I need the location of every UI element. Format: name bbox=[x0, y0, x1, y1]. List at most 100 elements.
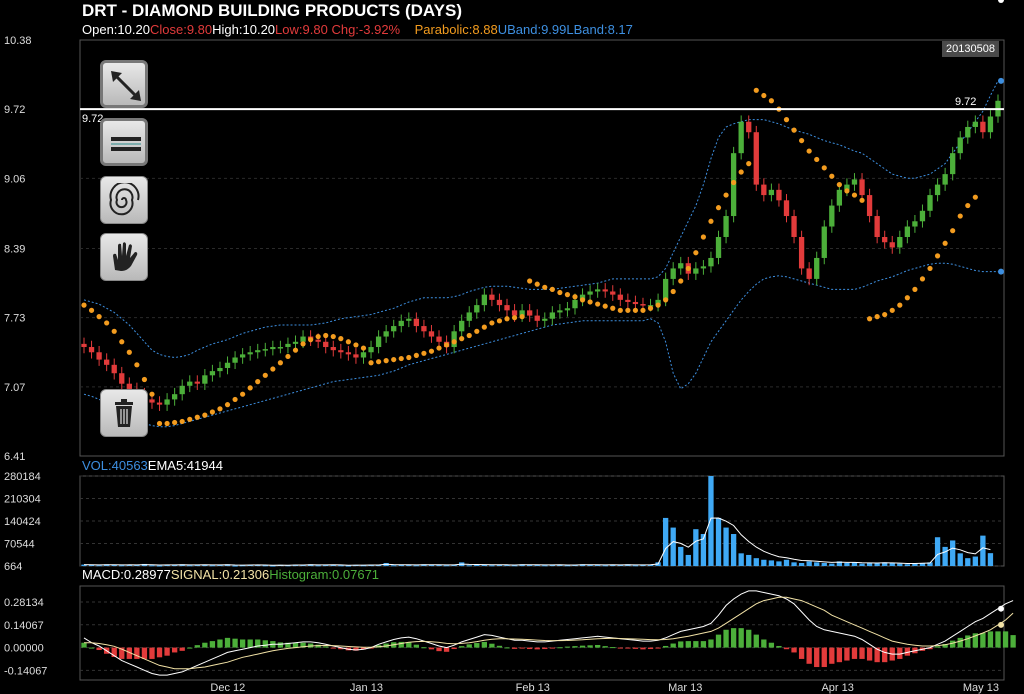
volume-bar bbox=[527, 564, 533, 566]
candle-body bbox=[950, 153, 956, 175]
parabolic-sar-dot bbox=[111, 328, 117, 334]
candle-body bbox=[602, 289, 608, 292]
parabolic-sar-dot bbox=[164, 420, 170, 427]
volume-bar bbox=[602, 565, 608, 567]
parabolic-sar-dot bbox=[602, 303, 608, 309]
parabolic-sar-dot bbox=[799, 137, 805, 144]
candle-body bbox=[224, 362, 231, 368]
macd-histogram-bar bbox=[1002, 631, 1009, 648]
candle-body bbox=[255, 350, 261, 353]
volume-bar bbox=[791, 562, 797, 566]
cursor-date-badge: 20130508 bbox=[942, 41, 999, 57]
ema-label: EMA5: bbox=[147, 458, 187, 473]
parabolic-sar-dot bbox=[466, 332, 472, 339]
price-tick-label: 10.38 bbox=[4, 35, 32, 47]
volume-bar bbox=[866, 562, 873, 566]
volume-bar bbox=[632, 565, 639, 567]
macd-histogram-bar bbox=[987, 631, 994, 648]
macd-histogram-bar bbox=[617, 647, 623, 649]
macd-histogram-bar bbox=[557, 647, 563, 649]
macd-histogram-bar bbox=[481, 641, 487, 648]
candle-body bbox=[783, 200, 790, 217]
volume-bar bbox=[466, 565, 472, 567]
fibonacci-tool-button[interactable] bbox=[100, 176, 148, 224]
candle-body bbox=[413, 318, 420, 327]
parabolic-sar-dot bbox=[496, 318, 503, 324]
volume-bar bbox=[798, 562, 805, 566]
volume-bar bbox=[662, 517, 669, 566]
macd-tick-label: -0.14067 bbox=[4, 665, 47, 677]
signal-value: 0.21306 bbox=[222, 567, 270, 582]
trendline-tool-button[interactable] bbox=[100, 60, 148, 108]
macd-histogram-bar bbox=[187, 647, 193, 649]
volume-bar bbox=[202, 564, 208, 566]
volume-bar bbox=[814, 562, 820, 566]
volume-bar bbox=[610, 564, 616, 566]
candle-body bbox=[156, 402, 163, 405]
macd-histogram-bar bbox=[156, 647, 163, 658]
parabolic-sar-dot bbox=[119, 339, 125, 345]
volume-bar bbox=[338, 565, 344, 567]
volume-bar bbox=[693, 529, 699, 566]
parabolic-sar-dot bbox=[866, 316, 873, 322]
hand-tool-button[interactable] bbox=[100, 233, 148, 281]
spiral-icon bbox=[109, 183, 140, 216]
parabolic-sar-dot bbox=[587, 299, 593, 305]
candle-body bbox=[375, 336, 382, 348]
parabolic-sar-dot bbox=[753, 87, 759, 93]
volume-bar bbox=[149, 565, 155, 567]
candle-body bbox=[715, 236, 722, 258]
chg-label: Chg: bbox=[331, 22, 359, 37]
volume-bar bbox=[262, 565, 268, 567]
lower-band-line bbox=[83, 262, 998, 428]
macd-histogram-bar bbox=[859, 647, 865, 659]
candle-body bbox=[292, 341, 299, 344]
x-tick-label: Mar 13 bbox=[668, 682, 702, 694]
parabolic-sar-dot bbox=[315, 333, 321, 340]
chg-value: -3.92% bbox=[358, 22, 401, 37]
parabolic-sar-dot bbox=[277, 360, 283, 366]
parabolic-sar-dot bbox=[904, 295, 910, 301]
macd-histogram-bar bbox=[579, 645, 586, 648]
macd-histogram-bar bbox=[587, 645, 593, 648]
candle-body bbox=[746, 121, 752, 133]
parabolic-sar-dot bbox=[330, 333, 336, 340]
candle-body bbox=[353, 354, 359, 358]
candle-body bbox=[277, 347, 284, 349]
macd-histogram-bar bbox=[519, 647, 525, 649]
macd-histogram-bar bbox=[610, 647, 616, 649]
macd-legend: MACD:0.28977SIGNAL:0.21306Histogram:0.07… bbox=[82, 567, 379, 582]
candle-body bbox=[330, 347, 336, 351]
candle-body bbox=[88, 347, 95, 353]
volume-bar bbox=[715, 517, 722, 566]
macd-histogram-bar bbox=[844, 647, 850, 661]
macd-histogram-bar bbox=[489, 643, 495, 648]
macd-histogram-bar bbox=[232, 638, 238, 648]
macd-histogram-bar bbox=[927, 647, 933, 650]
parabolic-sar-dot bbox=[957, 213, 963, 219]
volume-bar bbox=[889, 562, 895, 566]
parabolic-sar-dot bbox=[232, 396, 238, 403]
parabolic-sar-dot bbox=[972, 194, 978, 200]
volume-bar bbox=[323, 564, 329, 566]
macd-histogram-bar bbox=[202, 642, 208, 648]
volume-bar bbox=[81, 564, 87, 566]
parabolic-sar-dot bbox=[141, 376, 148, 383]
parabolic-sar-dot bbox=[511, 315, 518, 321]
candle-body bbox=[270, 347, 276, 350]
volume-bar bbox=[987, 553, 994, 566]
candle-body bbox=[723, 216, 729, 237]
vol-label: VOL: bbox=[82, 458, 112, 473]
volume-legend: VOL:40563EMA5:41944 bbox=[82, 458, 223, 473]
parabolic-sar-dot bbox=[104, 320, 110, 326]
delete-tool-button[interactable] bbox=[100, 389, 148, 437]
candle-body bbox=[345, 352, 352, 355]
macd-histogram-bar bbox=[602, 646, 608, 648]
volume-ema-marker bbox=[998, 0, 1004, 3]
volume-bar bbox=[821, 562, 827, 566]
parabolic-sar-dot bbox=[859, 197, 865, 203]
volume-bar bbox=[836, 561, 843, 566]
parallel-lines-tool-button[interactable] bbox=[100, 118, 148, 166]
candle-body bbox=[511, 310, 518, 316]
